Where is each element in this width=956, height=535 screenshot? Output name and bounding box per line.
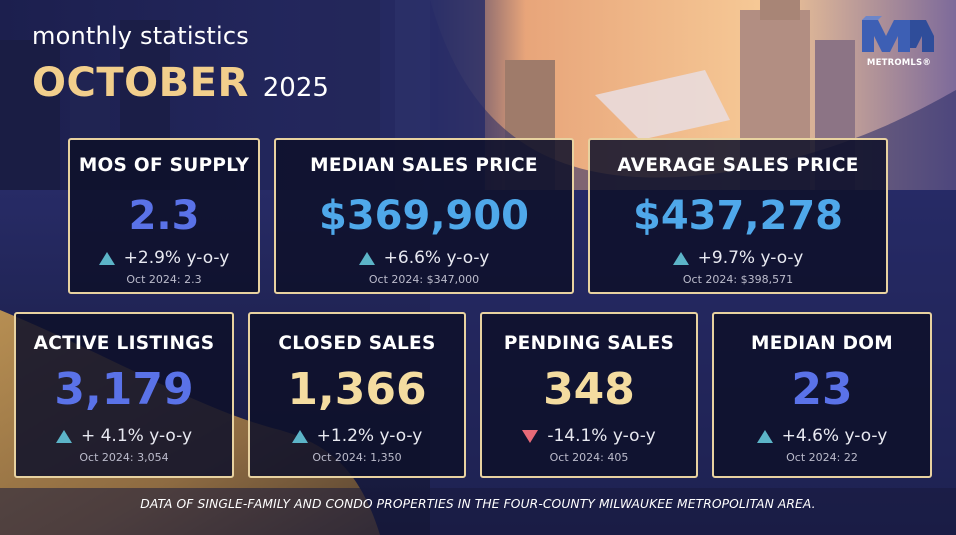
metromls-logo: METROMLS® — [858, 14, 940, 68]
card-prior-year: Oct 2024: $347,000 — [368, 273, 480, 286]
card-value: 3,179 — [54, 364, 194, 415]
card-change: +4.6% y-o-y — [714, 426, 930, 446]
card-change: -14.1% y-o-y — [482, 426, 696, 446]
metromls-logo-icon — [862, 16, 934, 52]
card-label: PENDING SALES — [503, 333, 675, 354]
card-change: +1.2% y-o-y — [250, 426, 464, 446]
card-prior-year: Oct 2024: 2.3 — [126, 273, 202, 286]
card-value: $369,900 — [318, 193, 530, 239]
card-pending-sales: PENDING SALES 348 -14.1% y-o-y Oct 2024:… — [480, 312, 698, 478]
logo-text: METROMLS® — [866, 58, 932, 68]
card-label: AVERAGE SALES PRICE — [617, 155, 859, 176]
card-average-sales-price: AVERAGE SALES PRICE $437,278 +9.7% y-o-y… — [588, 138, 888, 294]
card-label: CLOSED SALES — [278, 333, 436, 354]
card-change: +2.9% y-o-y — [70, 248, 258, 268]
card-prior-year: Oct 2024: 22 — [786, 451, 858, 464]
page-title-year: 2025 — [262, 73, 329, 103]
card-prior-year: Oct 2024: 405 — [549, 451, 629, 464]
trend-up-icon — [98, 251, 115, 265]
card-change: + 4.1% y-o-y — [16, 426, 232, 446]
trend-up-icon — [672, 251, 689, 265]
trend-up-icon — [756, 429, 773, 443]
card-prior-year: Oct 2024: 3,054 — [79, 451, 169, 464]
title-block: monthly statistics OCTOBER 2025 — [32, 22, 329, 106]
card-median-sales-price: MEDIAN SALES PRICE $369,900 +6.6% y-o-y … — [274, 138, 574, 294]
change-text: +4.6% y-o-y — [781, 426, 888, 446]
card-active-listings: ACTIVE LISTINGS 3,179 + 4.1% y-o-y Oct 2… — [14, 312, 234, 478]
page-subtitle: monthly statistics — [32, 22, 249, 50]
card-label: MEDIAN DOM — [750, 333, 894, 354]
card-value: 23 — [791, 364, 853, 415]
card-change: +6.6% y-o-y — [276, 248, 572, 268]
trend-up-icon — [291, 429, 308, 443]
card-label: MOS OF SUPPLY — [78, 155, 250, 176]
card-label: ACTIVE LISTINGS — [33, 333, 215, 354]
change-text: +6.6% y-o-y — [383, 248, 490, 268]
card-change: +9.7% y-o-y — [590, 248, 886, 268]
change-text: + 4.1% y-o-y — [80, 426, 193, 446]
change-text: +9.7% y-o-y — [697, 248, 804, 268]
card-mos-of-supply: MOS OF SUPPLY 2.3 +2.9% y-o-y Oct 2024: … — [68, 138, 260, 294]
card-label: MEDIAN SALES PRICE — [310, 155, 538, 176]
card-value: 348 — [543, 364, 635, 415]
trend-down-icon — [522, 429, 539, 443]
card-value: 1,366 — [287, 364, 427, 415]
card-prior-year: Oct 2024: 1,350 — [312, 451, 402, 464]
card-closed-sales: CLOSED SALES 1,366 +1.2% y-o-y Oct 2024:… — [248, 312, 466, 478]
page-title-month: OCTOBER — [32, 60, 249, 106]
card-value: 2.3 — [128, 193, 200, 239]
change-text: +1.2% y-o-y — [316, 426, 423, 446]
card-value: $437,278 — [632, 193, 844, 239]
change-text: +2.9% y-o-y — [123, 248, 230, 268]
trend-up-icon — [358, 251, 375, 265]
footer-note: DATA OF SINGLE-FAMILY AND CONDO PROPERTI… — [140, 497, 816, 511]
trend-up-icon — [55, 429, 72, 443]
month-row: OCTOBER 2025 — [32, 60, 329, 106]
card-median-dom: MEDIAN DOM 23 +4.6% y-o-y Oct 2024: 22 — [712, 312, 932, 478]
card-prior-year: Oct 2024: $398,571 — [682, 273, 794, 286]
change-text: -14.1% y-o-y — [547, 426, 656, 446]
